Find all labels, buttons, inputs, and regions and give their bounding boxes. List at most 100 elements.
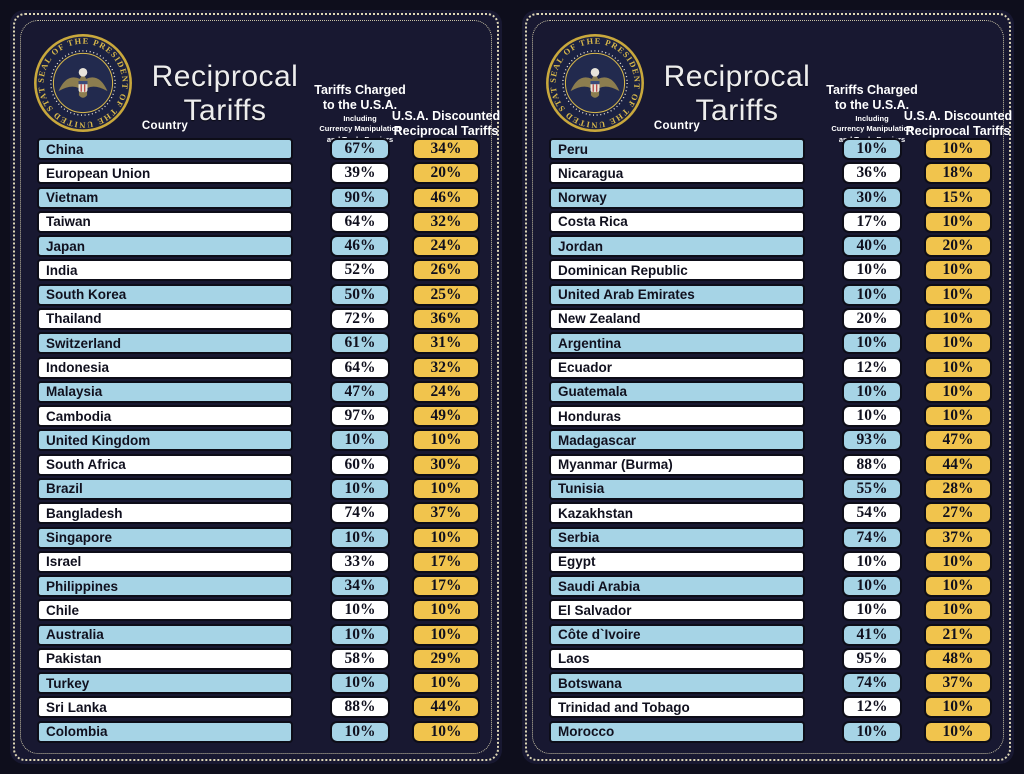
charged-cell: 40%: [842, 235, 902, 258]
page-title: Reciprocal Tariffs: [663, 60, 811, 127]
country-cell: Japan: [37, 235, 293, 258]
discounted-cell: 31%: [412, 332, 480, 355]
table-row: Australia 10% 10%: [37, 623, 480, 646]
tariff-table-left: China 67% 34% European Union 39% 20% Vie…: [37, 138, 480, 745]
country-cell: Nicaragua: [549, 162, 805, 185]
discounted-cell: 20%: [924, 235, 992, 258]
discounted-cell: 10%: [924, 380, 992, 403]
discounted-cell: 24%: [412, 235, 480, 258]
charged-cell: 30%: [842, 186, 902, 209]
discounted-cell: 24%: [412, 380, 480, 403]
charged-cell: 50%: [330, 283, 390, 306]
discounted-cell: 10%: [924, 138, 992, 160]
charged-header-line1: Tariffs Charged: [314, 83, 406, 97]
discounted-cell: 37%: [412, 502, 480, 525]
charged-cell: 10%: [842, 720, 902, 743]
country-cell: Malaysia: [37, 380, 293, 403]
table-row: China 67% 34%: [37, 138, 480, 160]
country-cell: Sri Lanka: [37, 696, 293, 719]
charged-cell: 95%: [842, 647, 902, 670]
table-row: Argentina 10% 10%: [549, 332, 992, 355]
tariff-panel-left: SEAL OF THE PRESIDENT OF THE UNITED STAT…: [10, 10, 502, 764]
table-row: Pakistan 58% 29%: [37, 647, 480, 670]
table-row: Malaysia 47% 24%: [37, 380, 480, 403]
country-cell: Vietnam: [37, 186, 293, 209]
table-row: Indonesia 64% 32%: [37, 356, 480, 379]
country-cell: Indonesia: [37, 356, 293, 379]
discounted-cell: 32%: [412, 210, 480, 233]
discounted-header-line2: Reciprocal Tariffs: [393, 124, 499, 138]
country-cell: Chile: [37, 599, 293, 622]
charged-cell: 10%: [330, 429, 390, 452]
charged-cell: 61%: [330, 332, 390, 355]
country-cell: Norway: [549, 186, 805, 209]
discounted-cell: 17%: [412, 550, 480, 573]
charged-cell: 54%: [842, 502, 902, 525]
presidential-seal-icon: SEAL OF THE PRESIDENT OF THE UNITED STAT…: [32, 32, 132, 132]
country-cell: Dominican Republic: [549, 259, 805, 282]
discounted-cell: 44%: [924, 453, 992, 476]
table-row: Cambodia 97% 49%: [37, 405, 480, 428]
table-row: United Kingdom 10% 10%: [37, 429, 480, 452]
country-cell: China: [37, 138, 293, 160]
country-cell: Ecuador: [549, 356, 805, 379]
discounted-cell: 10%: [924, 307, 992, 330]
charged-cell: 47%: [330, 380, 390, 403]
table-row: Serbia 74% 37%: [549, 526, 992, 549]
charged-cell: 90%: [330, 186, 390, 209]
discounted-header-line1: U.S.A. Discounted: [903, 109, 1013, 123]
discounted-cell: 18%: [924, 162, 992, 185]
discounted-cell: 10%: [924, 696, 992, 719]
discounted-cell: 30%: [412, 453, 480, 476]
charged-cell: 60%: [330, 453, 390, 476]
table-row: Switzerland 61% 31%: [37, 332, 480, 355]
country-cell: India: [37, 259, 293, 282]
country-cell: Laos: [549, 647, 805, 670]
country-cell: United Kingdom: [37, 429, 293, 452]
country-cell: Cambodia: [37, 405, 293, 428]
discounted-cell: 46%: [412, 186, 480, 209]
table-row: New Zealand 20% 10%: [549, 307, 992, 330]
table-row: Turkey 10% 10%: [37, 672, 480, 695]
country-cell: New Zealand: [549, 307, 805, 330]
discounted-cell: 49%: [412, 405, 480, 428]
charged-cell: 41%: [842, 623, 902, 646]
charged-cell: 10%: [330, 477, 390, 500]
country-cell: South Africa: [37, 453, 293, 476]
country-cell: El Salvador: [549, 599, 805, 622]
table-row: Peru 10% 10%: [549, 138, 992, 160]
charged-cell: 10%: [842, 138, 902, 160]
charged-cell: 10%: [842, 332, 902, 355]
table-row: Costa Rica 17% 10%: [549, 210, 992, 233]
country-cell: Guatemala: [549, 380, 805, 403]
charged-cell: 10%: [330, 672, 390, 695]
country-cell: United Arab Emirates: [549, 283, 805, 306]
country-cell: Switzerland: [37, 332, 293, 355]
table-row: United Arab Emirates 10% 10%: [549, 283, 992, 306]
country-cell: Trinidad and Tobago: [549, 696, 805, 719]
column-header-discounted: U.S.A. Discounted Reciprocal Tariffs: [894, 109, 1022, 139]
charged-cell: 55%: [842, 477, 902, 500]
charged-cell: 64%: [330, 210, 390, 233]
charged-cell: 74%: [330, 502, 390, 525]
discounted-cell: 32%: [412, 356, 480, 379]
country-cell: Thailand: [37, 307, 293, 330]
discounted-cell: 10%: [412, 672, 480, 695]
discounted-header-line1: U.S.A. Discounted: [391, 109, 501, 123]
charged-cell: 20%: [842, 307, 902, 330]
table-row: Taiwan 64% 32%: [37, 210, 480, 233]
charged-cell: 34%: [330, 575, 390, 598]
table-row: Bangladesh 74% 37%: [37, 502, 480, 525]
discounted-cell: 26%: [412, 259, 480, 282]
discounted-cell: 27%: [924, 502, 992, 525]
country-cell: Turkey: [37, 672, 293, 695]
country-cell: Philippines: [37, 575, 293, 598]
country-cell: Taiwan: [37, 210, 293, 233]
table-row: Myanmar (Burma) 88% 44%: [549, 453, 992, 476]
charged-cell: 10%: [842, 575, 902, 598]
country-cell: Peru: [549, 138, 805, 160]
country-cell: Jordan: [549, 235, 805, 258]
charged-cell: 52%: [330, 259, 390, 282]
charged-cell: 12%: [842, 356, 902, 379]
country-cell: Egypt: [549, 550, 805, 573]
